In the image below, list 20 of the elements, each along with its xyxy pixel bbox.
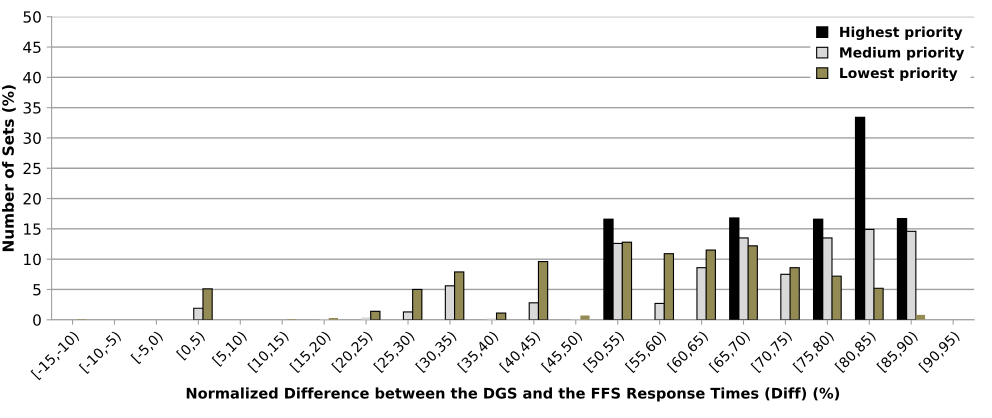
legend-label: Lowest priority [840,67,958,81]
y-tick-label: 50 [24,11,41,23]
y-tick-label: 5 [33,284,41,296]
y-tick-label: 40 [23,72,41,84]
bar [496,312,506,320]
legend-label: Medium priority [840,46,964,60]
y-tick-label: 35 [24,102,41,114]
y-axis-title: Number of Sets (%) [2,85,16,252]
y-tick-label: 30 [24,132,41,144]
legend-label: Highest priority [840,26,962,40]
y-tick-label: 20 [24,193,41,205]
y-tick-label: 10 [24,254,41,266]
y-tick-label: 0 [33,314,41,326]
y-tick-label: 25 [24,162,41,174]
bar [916,314,926,320]
y-tick-label: 45 [23,42,41,54]
bar [370,310,380,320]
bar [580,316,590,320]
y-tick-label: 15 [24,224,41,235]
x-axis-title: Normalized Difference between the DGS and the FFS Response Times (Diff) (%) [186,387,840,402]
